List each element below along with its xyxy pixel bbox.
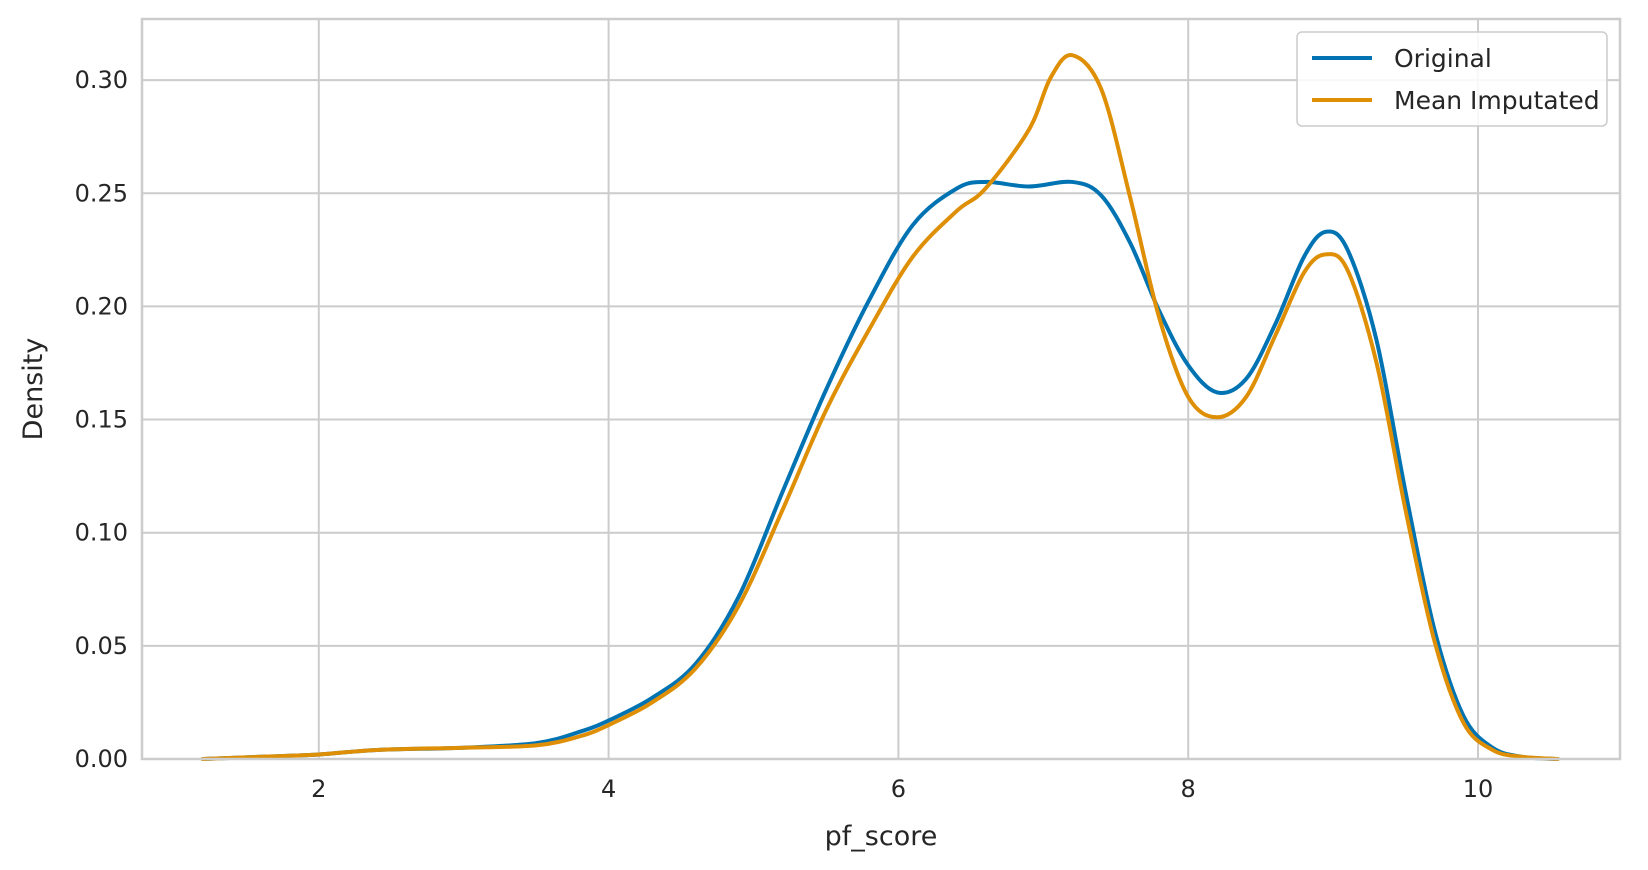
- x-tick-label: 6: [891, 775, 906, 803]
- gridlines: [142, 19, 1620, 760]
- series-line-1: [200, 179, 1560, 761]
- legend-label: Original: [1394, 44, 1492, 73]
- y-tick-label: 0.15: [75, 406, 128, 434]
- y-gridlines: [142, 79, 1620, 760]
- x-tick-labels: 2 4 6 8 10: [311, 775, 1493, 803]
- plot-frame: [140, 17, 1622, 761]
- x-gridlines: [317, 19, 1479, 759]
- x-axis-label: pf_score: [825, 821, 938, 852]
- y-tick-labels: 0.00 0.05 0.10 0.15 0.20 0.25 0.30: [75, 66, 128, 773]
- x-tick-label: 10: [1463, 775, 1494, 803]
- y-tick-label: 0.05: [75, 632, 128, 660]
- x-tick-label: 4: [601, 775, 616, 803]
- legend: Original Mean Imputated: [1296, 31, 1608, 127]
- y-tick-label: 0.10: [75, 519, 128, 547]
- y-axis-label: Density: [18, 338, 49, 441]
- y-tick-label: 0.25: [75, 179, 128, 207]
- x-tick-label: 8: [1181, 775, 1196, 803]
- legend-box: [1296, 31, 1608, 127]
- series-line-2: [200, 53, 1560, 761]
- series-lines: [200, 53, 1560, 761]
- y-tick-label: 0.00: [75, 745, 128, 773]
- legend-label: Mean Imputated: [1394, 86, 1600, 115]
- y-tick-label: 0.20: [75, 292, 128, 320]
- x-tick-label: 2: [311, 775, 326, 803]
- y-tick-label: 0.30: [75, 66, 128, 94]
